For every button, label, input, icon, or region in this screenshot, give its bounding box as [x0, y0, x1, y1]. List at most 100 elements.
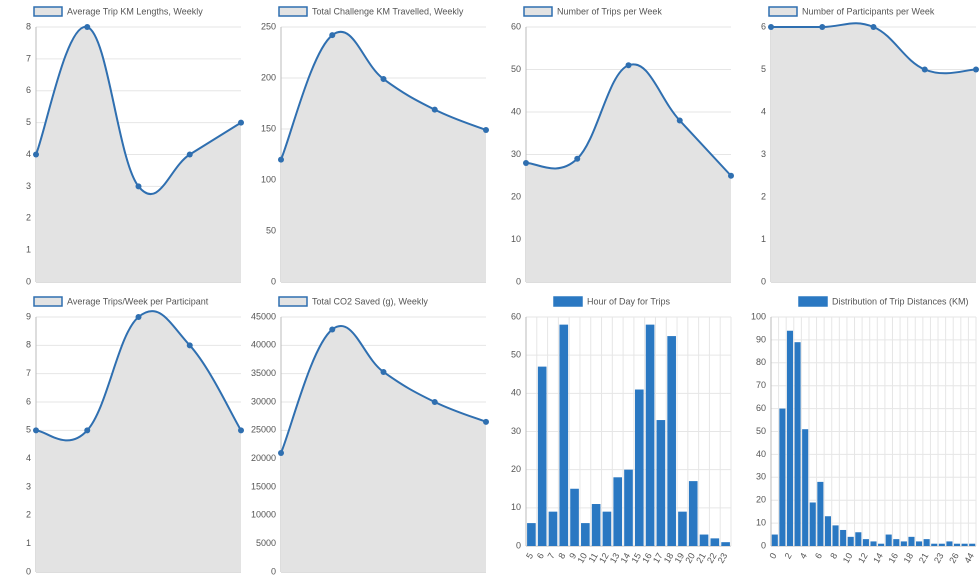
y-tick-label: 0 — [516, 276, 521, 286]
legend-label: Distribution of Trip Distances (KM) — [832, 296, 969, 306]
x-tick-label: 8 — [556, 551, 567, 560]
bar — [840, 529, 847, 546]
x-tick-label: 5 — [524, 551, 535, 560]
y-tick-label: 0 — [271, 276, 276, 286]
point — [329, 326, 336, 333]
y-tick-label: 7 — [26, 53, 31, 63]
legend-swatch — [523, 6, 553, 17]
bar — [570, 488, 579, 546]
x-tick-label: 16 — [886, 551, 900, 565]
y-tick-label: 0 — [271, 566, 276, 575]
y-tick-label: 8 — [26, 340, 31, 350]
legend-label: Number of Participants per Week — [802, 6, 935, 16]
bar — [537, 366, 547, 546]
bar — [923, 539, 930, 546]
y-tick-label: 1 — [26, 538, 31, 548]
y-tick-label: 80 — [756, 357, 766, 367]
y-tick-label: 20 — [756, 495, 766, 505]
x-tick-label: 2 — [783, 551, 794, 560]
point — [33, 427, 39, 434]
bar — [667, 336, 676, 546]
y-tick-label: 5 — [26, 425, 31, 435]
y-tick-label: 50 — [266, 225, 276, 235]
bar — [678, 511, 687, 546]
x-tick-label: 21 — [694, 551, 708, 565]
x-tick-label: 18 — [662, 551, 676, 565]
y-tick-label: 0 — [761, 276, 766, 286]
y-tick-label: 30000 — [251, 396, 276, 406]
bar — [809, 502, 816, 546]
x-tick-label: 6 — [813, 551, 824, 560]
point — [380, 76, 387, 83]
x-tick-label: 13 — [608, 551, 622, 565]
area — [771, 23, 976, 282]
y-tick-label: 4 — [26, 453, 31, 463]
point — [329, 32, 336, 39]
x-tick-label: 6 — [535, 551, 546, 560]
point — [278, 156, 284, 163]
y-tick-label: 60 — [756, 403, 766, 413]
y-tick-label: 4 — [26, 149, 31, 159]
y-tick-label: 7 — [26, 368, 31, 378]
y-tick-label: 150 — [261, 123, 276, 133]
y-tick-label: 100 — [751, 311, 766, 321]
legend-swatch — [278, 296, 308, 307]
bar — [634, 389, 644, 546]
x-tick-label: 20 — [683, 551, 697, 565]
y-tick-label: 20 — [511, 191, 521, 201]
y-tick-label: 5 — [26, 117, 31, 127]
point — [135, 314, 142, 320]
bar — [802, 429, 809, 546]
bar — [817, 481, 824, 546]
bar — [900, 541, 907, 546]
y-tick-label: 30 — [756, 472, 766, 482]
y-tick-label: 10 — [756, 517, 766, 527]
y-tick-label: 3 — [26, 181, 31, 191]
bar — [786, 330, 794, 546]
y-tick-label: 60 — [511, 21, 521, 31]
y-tick-label: 3 — [761, 149, 766, 159]
bar — [645, 324, 655, 546]
bar — [916, 541, 923, 546]
point — [278, 450, 284, 456]
bar — [953, 543, 961, 546]
point — [574, 155, 581, 162]
line — [280, 31, 487, 160]
bar — [878, 543, 885, 546]
bar — [946, 541, 953, 546]
bar — [527, 523, 536, 546]
y-tick-label: 3 — [26, 481, 31, 491]
bar — [961, 543, 968, 546]
y-tick-label: 20 — [511, 464, 521, 474]
bar — [771, 534, 778, 546]
bar — [779, 408, 786, 546]
area — [36, 26, 241, 283]
bar — [832, 525, 839, 546]
bar — [938, 543, 945, 546]
y-tick-label: 0 — [26, 276, 31, 286]
bar — [656, 420, 666, 546]
bar — [908, 536, 915, 546]
legend-label: Total CO2 Saved (g), Weekly — [312, 296, 428, 306]
bar — [870, 541, 877, 546]
y-tick-label: 1 — [761, 234, 766, 244]
legend-label: Total Challenge KM Travelled, Weekly — [312, 6, 464, 16]
point — [483, 418, 489, 425]
y-tick-label: 1 — [26, 245, 31, 255]
x-tick-label: 19 — [673, 551, 687, 565]
y-tick-label: 30 — [511, 149, 521, 159]
y-tick-label: 5 — [761, 64, 766, 74]
x-tick-label: 7 — [546, 551, 557, 560]
point — [380, 368, 387, 375]
x-tick-label: 12 — [856, 551, 870, 565]
x-tick-label: 10 — [575, 551, 589, 565]
y-tick-label: 6 — [26, 396, 31, 406]
x-tick-label: 14 — [871, 551, 885, 565]
y-tick-label: 25000 — [251, 425, 276, 435]
area — [526, 64, 731, 282]
y-tick-label: 40000 — [251, 340, 276, 350]
point — [728, 172, 734, 179]
bar — [710, 538, 720, 546]
y-tick-label: 50 — [511, 64, 521, 74]
